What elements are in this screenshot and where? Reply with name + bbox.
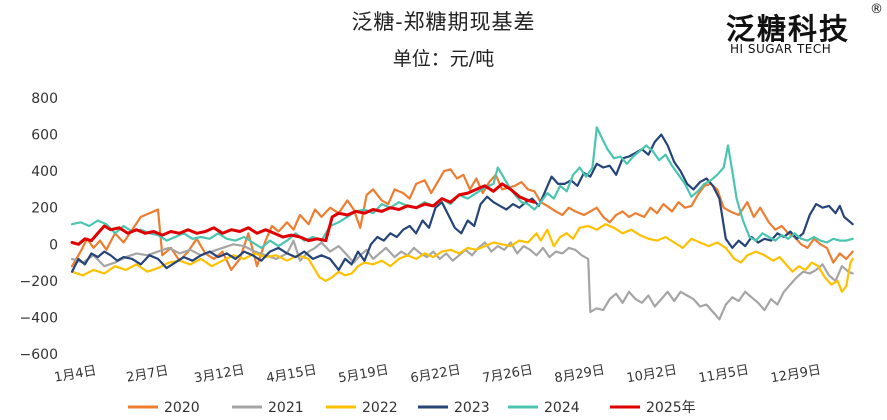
series-line-2024 xyxy=(70,126,854,249)
y-tick-label: −200 xyxy=(20,274,58,290)
legend-label: 2022 xyxy=(362,400,398,416)
x-tick-label: 6月22日 xyxy=(409,363,462,387)
series-line-2022 xyxy=(70,223,854,293)
y-tick-label: 400 xyxy=(31,164,58,180)
legend-label: 2023 xyxy=(454,400,490,416)
y-tick-label: 200 xyxy=(31,201,58,217)
legend-label: 2025年 xyxy=(646,400,696,416)
series-line-2020 xyxy=(70,168,854,271)
x-tick-label: 2月7日 xyxy=(125,363,170,385)
x-tick-label: 12月9日 xyxy=(770,363,823,387)
y-tick-label: −600 xyxy=(20,347,58,363)
x-tick-label: 5月19日 xyxy=(337,363,390,387)
legend-label: 2020 xyxy=(164,400,200,416)
y-tick-label: 600 xyxy=(31,128,58,144)
y-tick-label: −400 xyxy=(20,310,58,326)
x-tick-label: 1月4日 xyxy=(53,363,98,385)
x-tick-label: 11月5日 xyxy=(697,363,750,387)
chart-title: 泛糖-郑糖期现基差 xyxy=(351,10,536,34)
y-tick-label: 800 xyxy=(31,91,58,107)
series-line-2021 xyxy=(70,239,854,321)
x-tick-label: 10月2日 xyxy=(625,363,678,387)
x-tick-label: 7月26日 xyxy=(481,363,534,387)
x-tick-label: 8月29日 xyxy=(553,363,606,387)
series-line-2023 xyxy=(70,133,854,273)
series-line-2025年 xyxy=(70,182,536,246)
chart-subtitle: 单位：元/吨 xyxy=(392,48,495,70)
x-tick-label: 4月15日 xyxy=(265,363,318,387)
registered-mark: ® xyxy=(870,2,883,17)
legend-label: 2024 xyxy=(544,400,580,416)
brand-logo: 泛糖科技 ® HI SUGAR TECH xyxy=(712,2,883,62)
y-tick-label: 0 xyxy=(49,237,58,253)
legend-label: 2021 xyxy=(268,400,304,416)
logo-english: HI SUGAR TECH xyxy=(730,42,832,56)
logo-name: 泛糖科技 xyxy=(726,12,851,46)
x-tick-label: 3月12日 xyxy=(193,363,246,387)
